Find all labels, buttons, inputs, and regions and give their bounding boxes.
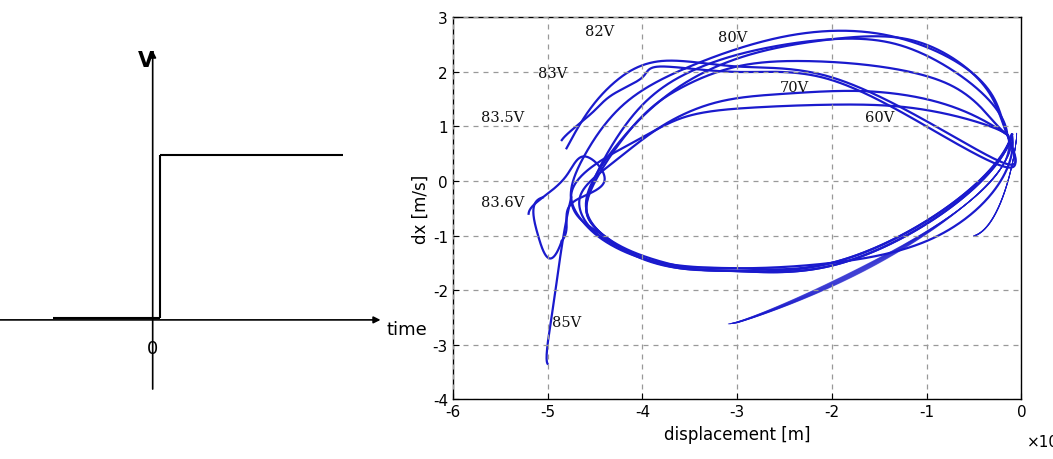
Text: 0: 0 [147,339,158,357]
Text: time: time [386,320,428,339]
X-axis label: displacement [m]: displacement [m] [663,425,811,442]
Text: 82V: 82V [585,25,615,39]
Text: 60V: 60V [865,111,894,124]
Text: V: V [138,50,155,71]
Text: 83.6V: 83.6V [481,196,524,210]
Text: 83.5V: 83.5V [481,111,524,124]
Text: 70V: 70V [779,81,809,95]
Text: 80V: 80V [718,30,748,45]
Text: ×10⁻⁶: ×10⁻⁶ [1027,434,1053,448]
Text: 83V: 83V [538,67,568,81]
Y-axis label: dx [m/s]: dx [m/s] [412,174,430,243]
Text: 85V: 85V [552,316,581,330]
